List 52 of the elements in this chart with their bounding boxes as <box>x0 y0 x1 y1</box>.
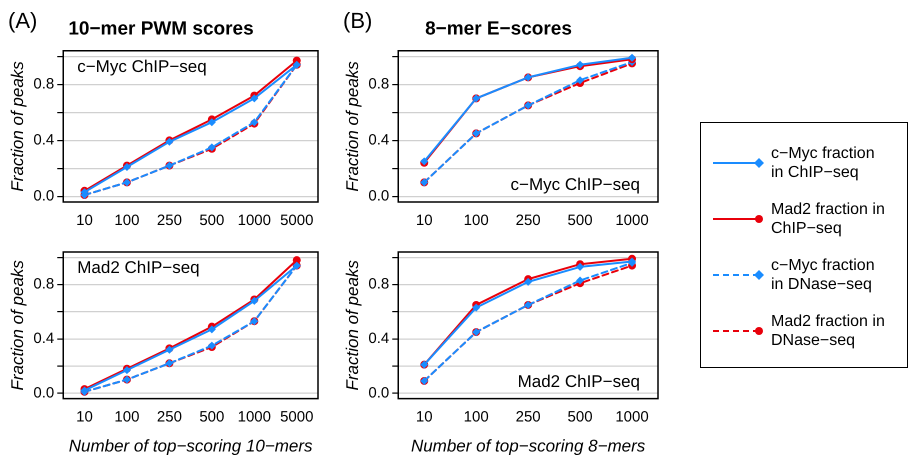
y-tick-label: 0.8 <box>33 276 54 293</box>
x-tick-label: 10 <box>76 408 93 426</box>
chart-title: 8−mer E−scores <box>425 18 572 40</box>
y-tick-label: 0.4 <box>368 132 390 149</box>
legend-label: c−Myc fraction in ChIP−seq <box>771 144 876 182</box>
x-tick-label: 500 <box>199 212 224 230</box>
y-tick-label: 0.4 <box>368 330 390 348</box>
y-tick-label: 0.8 <box>33 76 54 93</box>
x-axis-title: Number of top−scoring 8−mers <box>410 436 646 456</box>
y-tick-label: 0.8 <box>368 276 390 293</box>
x-tick-label: 5000 <box>280 212 314 230</box>
x-tick-label: 250 <box>516 408 541 426</box>
text: (A) <box>8 8 38 34</box>
x-tick-label: 500 <box>568 212 593 230</box>
x-tick-label: 100 <box>114 212 140 230</box>
y-tick-label: 0.0 <box>33 384 54 402</box>
annotation: Mad2 ChIP−seq <box>518 372 640 391</box>
y-tick-label: 0.4 <box>33 132 54 149</box>
x-tick-label: 100 <box>464 408 489 426</box>
x-tick-label: 5000 <box>280 408 314 426</box>
legend-label: c−Myc fraction in DNase−seq <box>771 256 876 294</box>
x-tick-label: 10 <box>416 408 433 426</box>
y-axis-title: Fraction of peaks <box>342 60 362 192</box>
y-axis-title: Fraction of peaks <box>8 260 27 391</box>
x-tick-label: 500 <box>568 408 593 426</box>
x-tick-label: 100 <box>114 408 140 426</box>
x-tick-label: 1000 <box>238 408 271 426</box>
legend-label: Mad2 fraction in ChIP−seq <box>771 200 886 238</box>
x-tick-label: 100 <box>464 212 489 230</box>
x-tick-label: 1000 <box>238 212 271 230</box>
annotation: c−Myc ChIP−seq <box>77 56 207 76</box>
x-tick-label: 250 <box>516 212 541 230</box>
x-tick-label: 250 <box>156 408 182 426</box>
chart-title: 10−mer PWM scores <box>68 18 254 40</box>
y-axis-title: Fraction of peaks <box>342 260 362 391</box>
x-tick-label: 1000 <box>615 212 649 230</box>
y-tick-label: 0.0 <box>368 384 390 402</box>
y-tick-label: 0.0 <box>33 188 54 205</box>
y-tick-label: 0.0 <box>368 188 390 205</box>
y-tick-label: 0.8 <box>368 76 390 93</box>
text: (B) <box>343 8 372 34</box>
y-axis-title: Fraction of peaks <box>8 60 27 192</box>
x-axis-title: Number of top−scoring 10−mers <box>68 436 314 456</box>
x-tick-label: 10 <box>416 212 433 230</box>
x-tick-label: 10 <box>76 212 93 230</box>
annotation: c−Myc ChIP−seq <box>510 175 640 194</box>
x-tick-label: 500 <box>199 408 224 426</box>
x-tick-label: 250 <box>156 212 182 230</box>
y-tick-label: 0.4 <box>33 330 54 348</box>
annotation: Mad2 ChIP−seq <box>77 258 200 278</box>
legend-label: Mad2 fraction in DNase−seq <box>771 312 886 350</box>
x-tick-label: 1000 <box>615 408 649 426</box>
